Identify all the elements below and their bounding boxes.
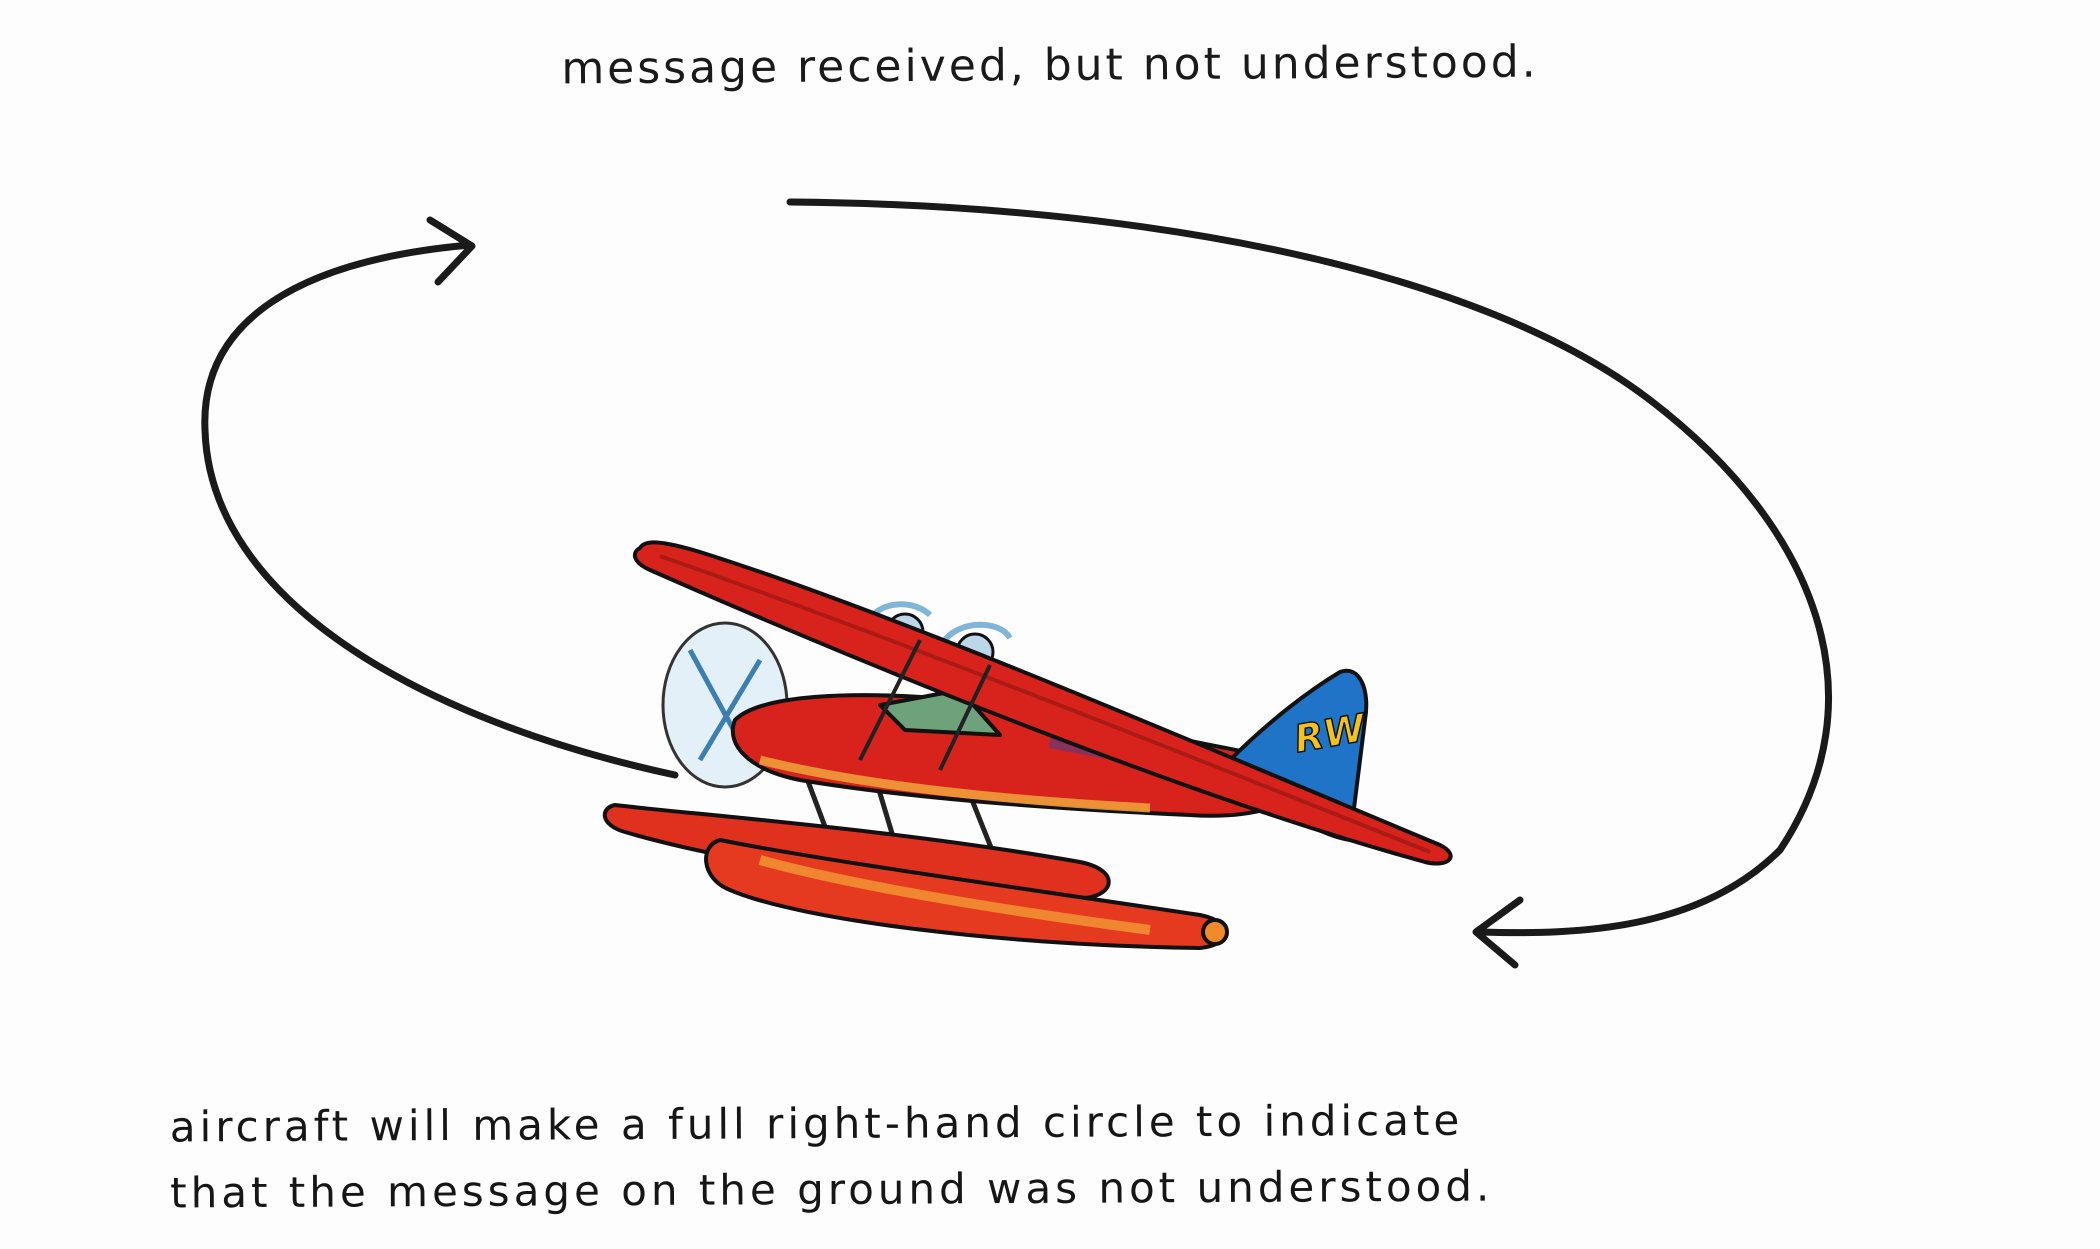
caption-line-2: that the message on the ground was not u… bbox=[170, 1161, 1494, 1218]
caption-line-1: aircraft will make a full right-hand cir… bbox=[169, 1095, 1464, 1152]
circle-arc-left bbox=[201, 241, 679, 779]
circle-arc-right bbox=[786, 198, 1833, 937]
arrowhead-top-icon bbox=[426, 216, 476, 286]
seaplane-illustration: RW bbox=[602, 540, 1453, 950]
diagram-caption: aircraft will make a full right-hand cir… bbox=[170, 1086, 1871, 1227]
arrowhead-bottom-icon bbox=[1472, 896, 1524, 969]
